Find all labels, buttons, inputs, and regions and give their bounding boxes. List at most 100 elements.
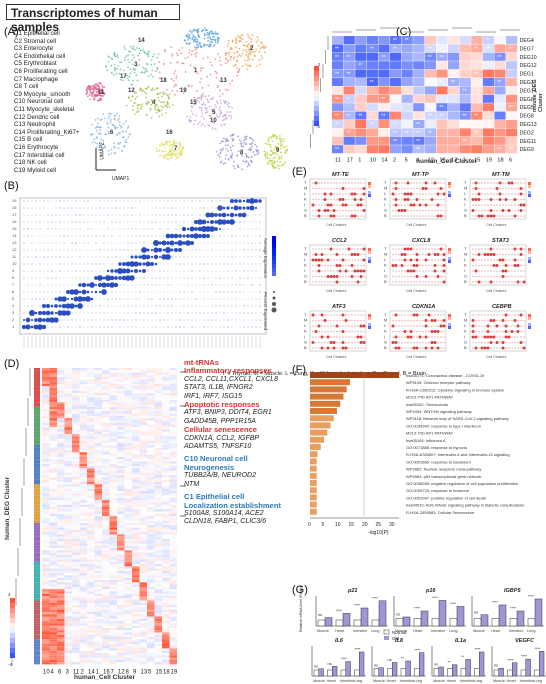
dot-mark: [147, 277, 149, 279]
tissue-dot: [413, 330, 415, 333]
dot-mark: [81, 282, 87, 288]
heatc-cell: [378, 52, 390, 61]
umap-point: [164, 146, 167, 149]
tissue-dot: [336, 182, 338, 184]
umap-point: [206, 33, 208, 36]
tissue-dot: [324, 182, 326, 184]
heatc-cell: [401, 128, 413, 137]
dot-mark: [155, 221, 157, 223]
umap-point: [188, 42, 191, 45]
tissue-dot: [318, 281, 320, 283]
tissue-dot: [440, 336, 442, 338]
heatd-cell: [87, 456, 95, 460]
tissue-dot: [321, 319, 323, 322]
heatc-scale-swatch: [314, 116, 319, 121]
tissue-dot: [443, 275, 445, 278]
umap-point: [185, 41, 188, 44]
dot-mark: [235, 291, 237, 293]
dot-mark: [163, 277, 165, 279]
heatd-cell: [72, 415, 80, 419]
tissue-dot: [430, 341, 434, 344]
dot-mark: [111, 298, 113, 300]
heatc-cell: [413, 111, 425, 120]
heatc-sig: **: [497, 80, 501, 86]
tissue-dot: [415, 253, 419, 256]
dot-mark: [239, 312, 241, 314]
dot-mark: [135, 326, 137, 328]
tissue-dot: [431, 253, 433, 256]
dot-mark: [115, 242, 117, 244]
dot-mark: [215, 284, 217, 286]
umap-point: [225, 57, 228, 60]
heatc-cell: [459, 111, 471, 120]
umap-point: [152, 102, 154, 105]
dot-mark: [115, 235, 117, 237]
panel-label-g: (G): [292, 584, 308, 596]
dot-mark: [235, 305, 237, 307]
dot-mark: [65, 310, 71, 316]
dot-mark: [199, 242, 201, 244]
heatd-cell: [49, 459, 57, 462]
dot-mark: [159, 312, 161, 314]
tissue-dot: [487, 182, 489, 184]
umap-x-label: UMAP1: [112, 176, 130, 182]
heatd-cell: [154, 452, 162, 455]
umap-point: [99, 88, 101, 91]
heatd-cell: [94, 397, 102, 400]
tissue-row-label: G: [464, 340, 467, 345]
tissue-dot: [493, 182, 495, 184]
tissue-dot: [348, 319, 350, 322]
tissue-dot: [440, 182, 442, 184]
umap-point: [251, 145, 254, 148]
heatc-row-name: DEG7: [520, 46, 534, 52]
tissue-dot: [478, 330, 480, 333]
tissue-dot: [357, 248, 359, 250]
dot-mark: [27, 256, 29, 258]
tissue-dot: [327, 198, 329, 201]
umap-point: [130, 99, 132, 102]
heatc-cell: [355, 44, 367, 53]
heatd-cell: [109, 409, 117, 412]
heatd-cell: [87, 386, 95, 389]
tissue-dot: [487, 314, 489, 316]
dot-mark: [255, 305, 257, 307]
umap-point: [135, 92, 137, 94]
tissue-dot: [403, 253, 407, 256]
heatd-cell: [64, 379, 72, 382]
heatd-cell: [139, 418, 147, 421]
tissue-dot: [477, 280, 481, 284]
heatd-cell: [72, 440, 80, 444]
heatd-cell: [147, 393, 155, 396]
heatd-cell: [72, 466, 80, 469]
tissue-x-label: Cell Clusters: [486, 223, 507, 227]
dot-mark: [166, 241, 170, 245]
heatd-cell: [169, 404, 177, 407]
dot-mark: [211, 235, 213, 237]
dot-mark: [139, 298, 141, 300]
heatd-side-bar: [34, 368, 40, 371]
dot-mark: [255, 249, 257, 251]
heatd-cell: [94, 388, 102, 391]
heatc-cell: [401, 86, 413, 95]
umap-point: [163, 101, 165, 104]
heatd-cell: [94, 440, 102, 444]
dot-row-label: 14: [12, 233, 17, 238]
tissue-dot: [348, 270, 350, 272]
umap-point: [200, 46, 203, 49]
heatc-cell: [401, 94, 413, 103]
heatd-cell: [72, 411, 80, 414]
dot-mark: [83, 263, 85, 265]
heatd-cell: [72, 454, 80, 457]
umap-point: [206, 56, 209, 59]
dot-mark: [243, 305, 245, 307]
dot-mark: [207, 326, 209, 328]
dot-mark: [205, 212, 211, 218]
tissue-scale-swatch: [528, 260, 531, 263]
umap-point: [134, 101, 136, 104]
heatd-cell: [117, 413, 125, 416]
heatd-side-bar: [34, 452, 40, 455]
umap-point: [256, 153, 259, 156]
tissue-dot: [433, 253, 437, 256]
heatd-cell: [64, 456, 72, 460]
dot-mark: [155, 270, 157, 272]
